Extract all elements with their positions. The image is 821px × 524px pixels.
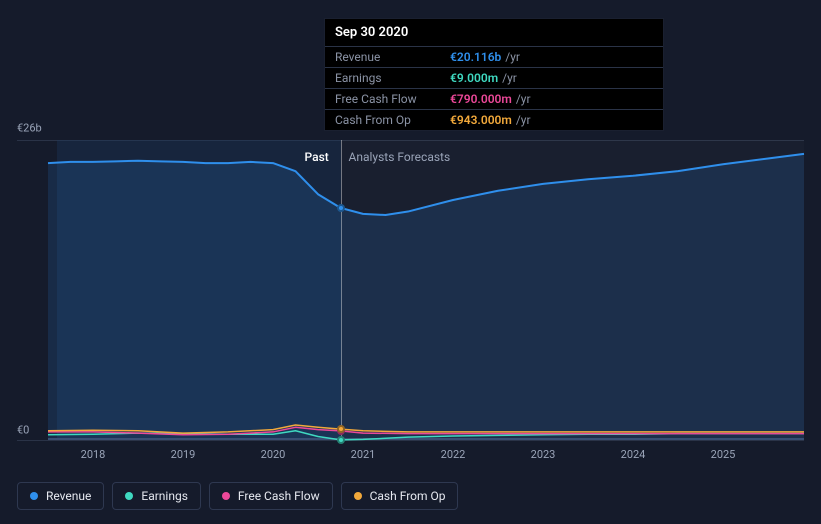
hover-marker — [337, 204, 345, 212]
tooltip-row: Free Cash Flow€790.000m/yr — [325, 88, 663, 109]
legend-dot — [222, 492, 230, 500]
legend-item-fcf[interactable]: Free Cash Flow — [209, 482, 333, 510]
x-tick: 2024 — [621, 448, 646, 461]
tooltip-row-label: Cash From Op — [335, 113, 450, 127]
legend-label: Earnings — [141, 489, 188, 503]
tooltip-row: Cash From Op€943.000m/yr — [325, 109, 663, 130]
tooltip-row-value: €943.000m — [450, 113, 512, 127]
x-tick: 2020 — [261, 448, 286, 461]
legend-dot — [30, 492, 38, 500]
tooltip-row-unit: /yr — [505, 50, 520, 64]
x-tick: 2022 — [441, 448, 466, 461]
tooltip-row-label: Revenue — [335, 50, 450, 64]
tooltip-row: Earnings€9.000m/yr — [325, 67, 663, 88]
tooltip-row: Revenue€20.116b/yr — [325, 46, 663, 67]
tooltip-row-unit: /yr — [502, 71, 517, 85]
tooltip-date: Sep 30 2020 — [325, 19, 663, 46]
y-tick-min: €0 — [17, 424, 29, 437]
legend-item-revenue[interactable]: Revenue — [17, 482, 104, 510]
x-tick: 2023 — [531, 448, 556, 461]
legend-dot — [354, 492, 362, 500]
legend-dot — [125, 492, 133, 500]
legend-label: Cash From Op — [370, 489, 446, 503]
tooltip-row-value: €790.000m — [450, 92, 512, 106]
y-tick-max: €26b — [17, 122, 42, 135]
tooltip-row-value: €20.116b — [450, 50, 501, 64]
x-tick: 2021 — [351, 448, 376, 461]
legend: Revenue Earnings Free Cash Flow Cash From O… — [17, 482, 458, 510]
hover-marker — [337, 436, 345, 444]
chart-svg — [48, 140, 804, 440]
tooltip-row-unit: /yr — [516, 92, 531, 106]
tooltip-row-value: €9.000m — [450, 71, 498, 85]
tooltip-row-label: Free Cash Flow — [335, 92, 450, 106]
legend-label: Free Cash Flow — [238, 489, 320, 503]
hover-marker — [337, 425, 345, 433]
legend-label: Revenue — [46, 489, 91, 503]
tooltip-row-label: Earnings — [335, 71, 450, 85]
x-tick: 2018 — [81, 448, 106, 461]
x-tick: 2019 — [171, 448, 196, 461]
x-tick: 2025 — [711, 448, 736, 461]
legend-item-earnings[interactable]: Earnings — [112, 482, 201, 510]
plot-area[interactable]: Past Analysts Forecasts — [48, 140, 804, 440]
y-gridline-bottom — [17, 440, 804, 441]
legend-item-cfo[interactable]: Cash From Op — [341, 482, 459, 510]
tooltip: Sep 30 2020 Revenue€20.116b/yrEarnings€9… — [324, 18, 664, 131]
hover-vline — [341, 140, 342, 440]
tooltip-row-unit: /yr — [516, 113, 531, 127]
